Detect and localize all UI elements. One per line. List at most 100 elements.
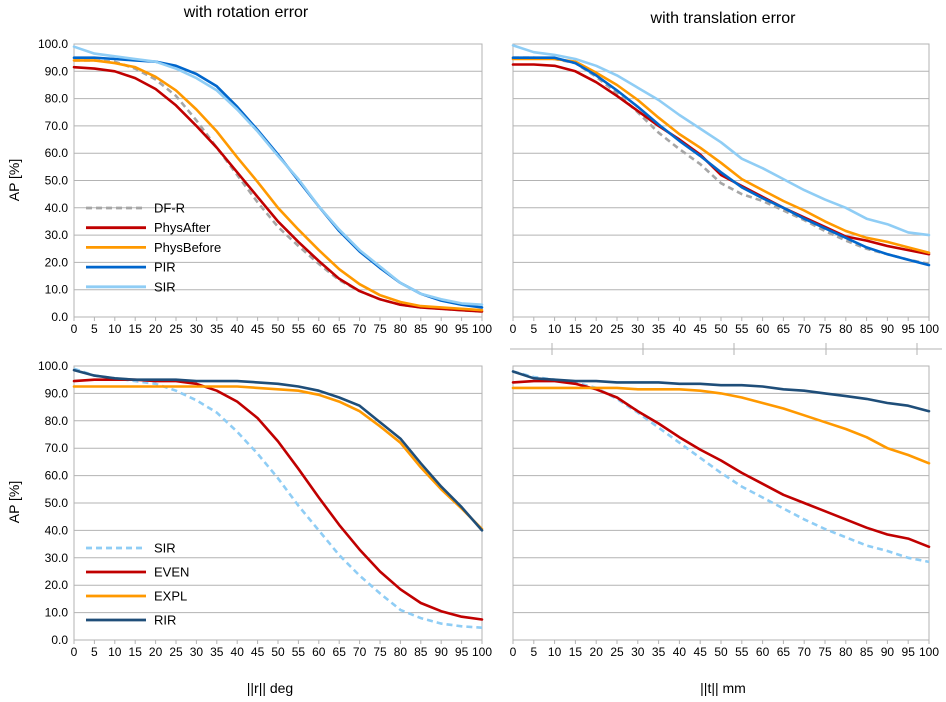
series-line-rir <box>72 368 484 532</box>
ylabel-top: AP [%] <box>6 159 22 202</box>
x-tick-label: 80 <box>839 645 853 659</box>
x-tick-label: 40 <box>673 322 687 336</box>
title-rotation: with rotation error <box>183 4 309 21</box>
x-tick-label: 5 <box>530 322 537 336</box>
y-tick-label: 0.0 <box>51 633 68 647</box>
x-tick-label: 100 <box>472 645 492 659</box>
x-tick-label: 90 <box>881 645 895 659</box>
x-tick-label: 20 <box>149 322 163 336</box>
x-tick-label: 30 <box>631 645 645 659</box>
series-line-df-r <box>513 56 930 266</box>
x-tick-label: 5 <box>91 645 98 659</box>
x-tick-label: 30 <box>190 645 204 659</box>
x-tick-label: 90 <box>435 322 449 336</box>
x-tick-label: 80 <box>394 322 408 336</box>
legend-label-pir: PIR <box>154 260 176 275</box>
y-tick-label: 50.0 <box>45 496 69 510</box>
series-line-sir <box>511 44 931 237</box>
x-tick-label: 0 <box>71 322 78 336</box>
series-line-expl <box>511 386 931 465</box>
y-tick-label: 90.0 <box>45 386 69 400</box>
x-tick-label: 65 <box>333 645 347 659</box>
x-tick-label: 35 <box>210 645 224 659</box>
y-tick-label: 40.0 <box>45 523 69 537</box>
series-line-rir <box>511 370 931 413</box>
series-line-pir <box>72 56 484 309</box>
x-tick-label: 35 <box>652 322 666 336</box>
legend-label-sir: SIR <box>154 279 176 294</box>
x-tick-label: 40 <box>231 645 245 659</box>
x-tick-label: 20 <box>149 645 163 659</box>
x-tick-label: 55 <box>735 322 749 336</box>
chart-panel-4: 0 5 10 15 20 25 30 35 40 45 50 55 60 65 70 75 80 85 90 95 10… <box>510 365 939 659</box>
series-line-even <box>72 378 484 621</box>
xlabel-rotation: ||r|| deg <box>247 680 293 696</box>
x-tick-label: 70 <box>798 322 812 336</box>
x-tick-label: 100 <box>919 645 939 659</box>
legend-label-rir: RIR <box>154 613 176 628</box>
x-tick-label: 10 <box>108 645 122 659</box>
x-tick-label: 55 <box>292 322 306 336</box>
y-tick-label: 20.0 <box>45 255 69 269</box>
series-line-sir <box>512 370 930 564</box>
x-tick-label: 35 <box>652 645 666 659</box>
x-tick-label: 60 <box>756 645 770 659</box>
chart-panel-3: 0 5 10 15 20 25 30 35 40 45 50 55 60 65 70 75 80 85 90 95 10… <box>38 359 492 659</box>
x-tick-label: 30 <box>631 322 645 336</box>
x-tick-label: 100 <box>472 322 492 336</box>
y-tick-label: 40.0 <box>45 201 69 215</box>
y-tick-label: 0.0 <box>51 310 68 324</box>
series-line-physbefore <box>511 57 931 255</box>
y-tick-label: 70.0 <box>45 119 69 133</box>
y-tick-label: 30.0 <box>45 228 69 242</box>
x-tick-label: 95 <box>902 322 916 336</box>
x-tick-label: 80 <box>839 322 853 336</box>
x-tick-label: 70 <box>353 322 367 336</box>
x-tick-label: 40 <box>673 645 687 659</box>
x-tick-label: 75 <box>818 645 832 659</box>
y-tick-label: 100.0 <box>38 37 68 51</box>
series-line-sir <box>72 45 484 307</box>
x-tick-label: 95 <box>902 645 916 659</box>
legend-label-even: EVEN <box>154 565 189 580</box>
series-line-physbefore <box>72 59 484 312</box>
y-tick-label: 70.0 <box>45 441 69 455</box>
y-tick-label: 50.0 <box>45 174 69 188</box>
chart-panel-1: 0 5 10 15 20 25 30 35 40 45 50 55 60 65 70 75 80 85 90 95 10… <box>38 37 492 336</box>
legend-label-df-r: DF-R <box>154 201 185 216</box>
series-line-physafter <box>72 65 484 313</box>
x-tick-label: 45 <box>694 645 708 659</box>
series-line-physafter <box>511 63 931 256</box>
x-tick-label: 60 <box>312 645 326 659</box>
x-tick-label: 30 <box>190 322 204 336</box>
x-tick-label: 10 <box>548 322 562 336</box>
y-tick-label: 10.0 <box>45 283 69 297</box>
y-tick-label: 80.0 <box>45 414 69 428</box>
x-tick-label: 45 <box>251 645 265 659</box>
chart-panel-2: 0 5 10 15 20 25 30 35 40 45 50 55 60 65 70 75 80 85 90 95 10… <box>510 43 939 336</box>
x-tick-label: 15 <box>569 322 583 336</box>
series-line-pir <box>511 56 931 267</box>
x-tick-label: 85 <box>860 322 874 336</box>
x-tick-label: 95 <box>455 645 469 659</box>
legend-label-sir: SIR <box>154 541 176 556</box>
x-tick-label: 20 <box>590 322 604 336</box>
x-tick-label: 15 <box>129 322 143 336</box>
x-tick-label: 90 <box>435 645 449 659</box>
right-panel-separator <box>510 343 942 355</box>
x-tick-label: 25 <box>169 645 183 659</box>
x-tick-label: 25 <box>610 645 624 659</box>
series-line-df-r <box>74 59 483 313</box>
x-tick-label: 25 <box>610 322 624 336</box>
y-tick-label: 60.0 <box>45 469 69 483</box>
x-tick-label: 0 <box>510 645 517 659</box>
x-tick-label: 45 <box>694 322 708 336</box>
x-tick-label: 55 <box>292 645 306 659</box>
title-translation: with translation error <box>650 10 797 27</box>
x-tick-label: 95 <box>455 322 469 336</box>
x-tick-label: 10 <box>548 645 562 659</box>
x-tick-label: 50 <box>714 322 728 336</box>
ylabel-bottom: AP [%] <box>6 481 22 524</box>
xlabel-translation: ||t|| mm <box>700 680 746 696</box>
